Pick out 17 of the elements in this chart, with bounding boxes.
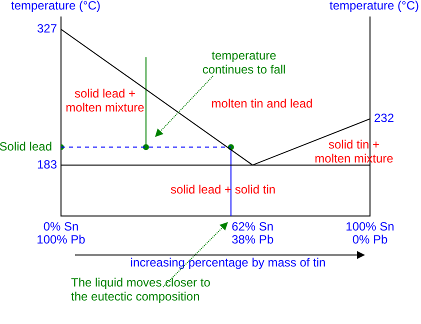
y2-axis-title: temperature (°C) (330, 0, 419, 12)
annotation: 232 (374, 111, 394, 126)
text: The liquid moves closer to the eutectic composition (71, 275, 211, 304)
x-axis-title: increasing percentage by mass of tin (130, 255, 326, 270)
text: 0% Pb (352, 232, 388, 246)
text: 100% Pb (36, 232, 86, 246)
y-tick-label: 183 (36, 157, 58, 172)
y-axis-title: temperature (°C) (11, 0, 100, 12)
annotation: Solid lead (0, 139, 52, 154)
annotation: temperature continues to fall (202, 48, 286, 76)
text: 38% Pb (232, 232, 274, 246)
x-tick-label: 0% Sn (43, 220, 79, 234)
annotation: molten tin and lead (211, 96, 313, 110)
x-tick-label: 62% Sn (232, 220, 274, 234)
annotation: solid lead + molten mixture (66, 86, 145, 114)
y-tick-label: 327 (36, 22, 58, 36)
x-tick-label: 100% Sn (346, 220, 394, 234)
